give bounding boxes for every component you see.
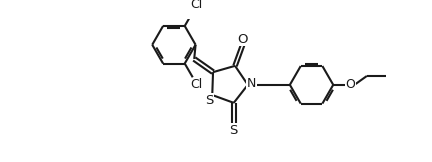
Text: O: O xyxy=(346,78,356,91)
Text: S: S xyxy=(205,94,213,107)
Text: O: O xyxy=(237,33,248,46)
Text: Cl: Cl xyxy=(190,0,202,11)
Text: S: S xyxy=(229,124,238,137)
Text: N: N xyxy=(247,77,256,90)
Text: Cl: Cl xyxy=(190,78,202,91)
